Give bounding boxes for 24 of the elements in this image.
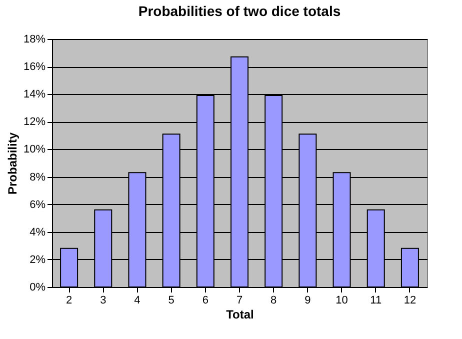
x-tick-label: 8: [270, 294, 277, 306]
x-tick-label: 10: [336, 294, 348, 306]
x-tick-label: 3: [100, 294, 106, 306]
x-axis-title: Total: [226, 308, 254, 322]
y-tick-label: 16%: [23, 61, 46, 74]
x-tick-label: 4: [134, 294, 140, 306]
x-tick-label: 11: [370, 294, 382, 306]
y-tick-label: 6%: [30, 198, 46, 211]
y-tick-label: 0%: [30, 282, 46, 294]
x-tick-label: 5: [168, 294, 174, 306]
y-tick-label: 14%: [23, 88, 46, 101]
y-tick-label: 4%: [30, 226, 46, 238]
x-tick-label: 7: [236, 294, 243, 306]
x-tick-label: 2: [66, 294, 72, 306]
y-tick-label: 12%: [23, 116, 46, 128]
y-tick-label: 18%: [23, 34, 46, 46]
y-axis-title: Probability: [5, 132, 20, 195]
y-tick-label: 10%: [23, 144, 46, 156]
x-tick-label: 6: [202, 294, 208, 306]
y-tick-label: 8%: [30, 171, 46, 184]
y-tick-label: 2%: [30, 254, 46, 266]
x-tick-label: 12: [404, 294, 416, 306]
x-tick-label: 9: [304, 294, 311, 306]
chart-title: Probabilities of two dice totals: [138, 3, 341, 19]
